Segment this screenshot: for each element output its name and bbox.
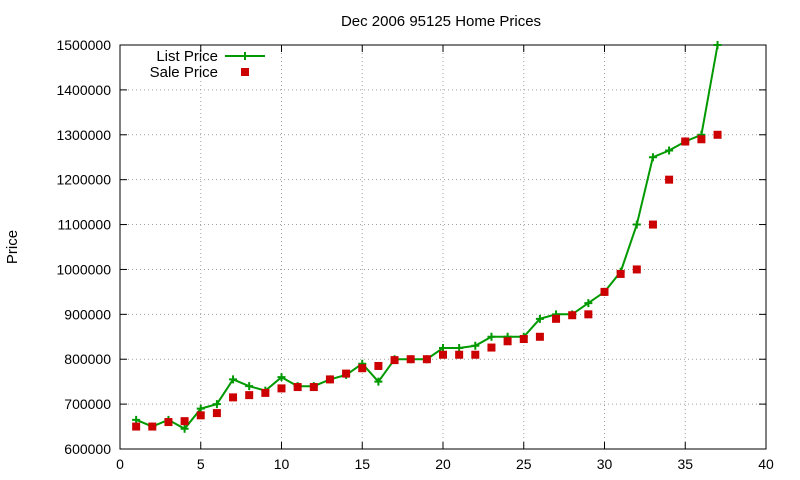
data-point	[632, 220, 641, 229]
data-point	[584, 310, 593, 319]
data-point	[487, 332, 496, 341]
x-tick-label: 35	[677, 456, 693, 472]
data-point	[632, 265, 641, 274]
data-point	[132, 415, 141, 424]
data-point	[277, 373, 286, 382]
data-point	[132, 422, 141, 431]
data-point	[180, 417, 189, 426]
data-point	[697, 135, 706, 144]
data-point	[245, 391, 254, 400]
y-tick-label: 700000	[64, 396, 111, 412]
data-point	[406, 355, 415, 364]
y-tick-label: 1200000	[56, 172, 111, 188]
y-tick-label: 1300000	[56, 127, 111, 143]
data-point	[196, 404, 205, 413]
data-point	[648, 153, 657, 162]
y-tick-label: 600000	[64, 441, 111, 457]
data-point	[681, 137, 690, 146]
legend-label: Sale Price	[150, 64, 218, 81]
legend-swatch-marker	[241, 68, 249, 76]
data-point	[568, 311, 577, 320]
x-tick-label: 5	[197, 456, 205, 472]
x-tick-label: 0	[116, 456, 124, 472]
axis-ticks: 600000 700000 800000 900000 1000000 1100000 12…	[56, 37, 774, 472]
data-point	[584, 299, 593, 308]
data-point	[374, 377, 383, 386]
data-point	[439, 350, 447, 359]
grid	[120, 45, 766, 449]
data-point	[245, 382, 254, 391]
data-point	[665, 175, 674, 184]
series	[132, 41, 722, 433]
data-point	[439, 344, 447, 352]
series-0	[132, 41, 722, 433]
x-tick-label: 20	[435, 456, 451, 472]
data-point	[713, 41, 722, 49]
data-point	[342, 369, 351, 378]
y-tick-label: 1000000	[56, 261, 111, 277]
data-point	[616, 269, 625, 278]
data-point	[503, 337, 512, 346]
y-tick-label: 1100000	[58, 217, 112, 233]
data-point	[648, 220, 657, 229]
y-tick-label: 800000	[64, 351, 111, 367]
x-tick-label: 40	[758, 456, 774, 472]
x-tick-label: 25	[516, 456, 532, 472]
y-tick-label: 1400000	[56, 82, 111, 98]
data-point	[535, 332, 544, 341]
y-axis-label: Price	[4, 230, 21, 264]
data-point	[261, 388, 270, 397]
y-tick-label: 1500000	[56, 37, 111, 53]
x-tick-label: 10	[274, 456, 290, 472]
legend-label: List Price	[156, 48, 218, 65]
chart-title: Dec 2006 95125 Home Prices	[341, 13, 541, 30]
data-point	[309, 383, 318, 392]
legend-swatch-marker	[241, 52, 249, 60]
data-point	[471, 341, 480, 350]
data-point	[148, 422, 157, 431]
data-point	[519, 335, 528, 344]
data-point	[229, 393, 238, 402]
data-point	[277, 384, 286, 393]
data-point	[390, 356, 399, 365]
data-point	[552, 314, 561, 323]
data-point	[374, 361, 383, 370]
data-point	[196, 411, 205, 420]
data-point	[164, 418, 173, 427]
data-point	[455, 350, 464, 359]
series-1	[132, 130, 722, 431]
data-point	[422, 355, 431, 364]
data-point	[535, 314, 544, 323]
data-point	[325, 375, 334, 384]
x-tick-label: 15	[354, 456, 370, 472]
data-point	[455, 344, 464, 352]
data-point	[229, 375, 238, 384]
data-point	[293, 383, 302, 392]
data-point	[471, 350, 480, 359]
x-tick-label: 30	[597, 456, 613, 472]
data-point	[180, 424, 189, 433]
data-point	[358, 364, 367, 373]
y-tick-label: 900000	[64, 306, 111, 322]
data-point	[713, 130, 722, 139]
data-point	[600, 287, 609, 296]
data-point	[212, 400, 221, 409]
data-point	[212, 409, 221, 418]
series-line	[135, 44, 719, 431]
data-point	[487, 343, 496, 352]
data-point	[665, 146, 674, 155]
